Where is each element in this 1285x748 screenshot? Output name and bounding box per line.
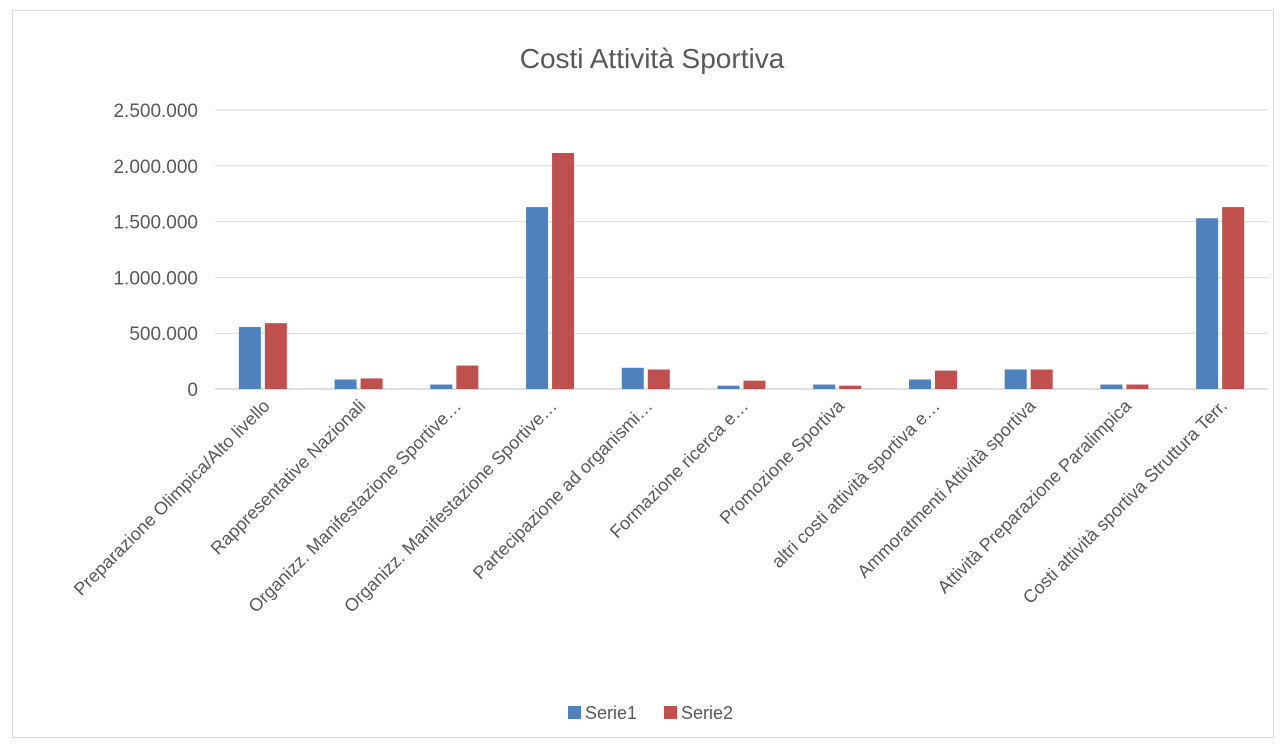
x-category-label: Organizz. Manifestazione Sportive… [244,396,465,617]
x-axis-category-labels: Preparazione Olimpica/Alto livelloRappre… [70,395,1231,616]
y-tick-label: 1.000.000 [113,268,198,289]
x-category-label: Preparazione Olimpica/Alto livello [70,396,274,600]
bar-serie1-10 [1100,384,1123,389]
bar-serie1-3 [430,384,453,389]
bar-serie2-6 [743,380,766,389]
x-category-label: Attività Preparazione Paralimpica [934,395,1136,597]
x-category-label: Organizz. Manifestazione Sportive… [340,396,561,617]
bar-serie2-2 [360,378,383,389]
bar-serie2-1 [264,323,287,389]
bars [238,152,1245,389]
bar-serie1-9 [1004,369,1027,389]
bar-serie1-4 [526,207,549,389]
y-tick-label: 1.500.000 [113,213,198,234]
bar-serie1-5 [621,367,644,389]
bar-serie1-6 [717,385,740,389]
bar-serie2-3 [456,365,479,389]
bar-serie1-1 [238,327,261,389]
chart-title: Costi Attività Sportiva [520,43,785,74]
y-axis-tick-labels: 0 500.000 1.000.000 1.500.000 2.000.000 2.500… [113,101,198,401]
bar-serie2-8 [934,370,957,389]
legend-label-serie2: Serie2 [681,703,733,723]
bar-serie1-11 [1196,218,1219,389]
y-tick-label: 500.000 [129,324,198,345]
y-tick-label: 2.000.000 [113,157,198,178]
bar-serie1-7 [813,384,836,389]
legend: Serie1 Serie2 [568,703,733,723]
legend-swatch-serie2 [664,706,677,719]
y-tick-label: 0 [187,380,198,401]
y-tick-label: 2.500.000 [113,101,198,122]
x-category-label: Ammoratmenti Attività sportiva [853,395,1040,582]
legend-swatch-serie1 [568,706,581,719]
bar-serie2-7 [839,385,862,389]
legend-label-serie1: Serie1 [585,703,637,723]
bar-serie2-9 [1030,369,1053,389]
x-category-label: Rappresentative Nazionali [207,396,370,559]
x-category-label: altri costi attività sportiva e… [768,396,944,572]
bar-serie1-8 [908,379,931,389]
bar-serie1-2 [334,379,357,389]
x-category-label: Partecipazione ad organismi… [469,396,656,583]
bar-serie2-5 [647,369,670,389]
x-category-label: Costi attività sportiva Struttura Terr. [1019,396,1231,608]
bar-serie2-4 [552,152,575,389]
bar-serie2-11 [1222,207,1245,389]
gridlines [215,109,1268,390]
bar-serie2-10 [1126,384,1149,389]
